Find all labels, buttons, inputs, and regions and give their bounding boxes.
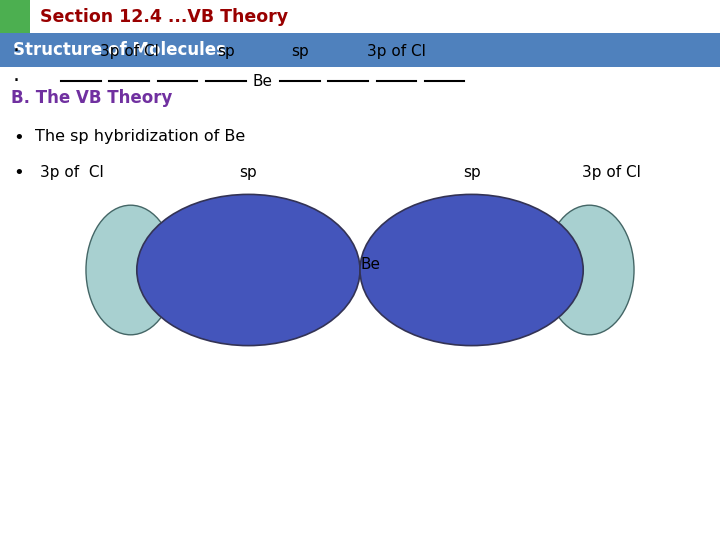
Ellipse shape xyxy=(166,205,256,335)
Ellipse shape xyxy=(464,205,554,335)
Text: sp: sp xyxy=(463,165,480,180)
FancyBboxPatch shape xyxy=(0,33,720,67)
Ellipse shape xyxy=(545,205,634,335)
Text: sp: sp xyxy=(291,44,309,59)
Text: ·: · xyxy=(13,41,20,62)
Text: Section 12.4 ...VB Theory: Section 12.4 ...VB Theory xyxy=(40,8,288,26)
FancyBboxPatch shape xyxy=(30,0,720,33)
Text: •: • xyxy=(13,164,24,182)
Text: B. The VB Theory: B. The VB Theory xyxy=(11,89,172,106)
Text: sp: sp xyxy=(217,44,235,59)
Text: •: • xyxy=(13,129,24,147)
FancyBboxPatch shape xyxy=(0,0,30,33)
Text: ·: · xyxy=(13,71,20,91)
Text: Be: Be xyxy=(360,257,380,272)
Text: 3p of Cl: 3p of Cl xyxy=(582,165,642,180)
Text: Be: Be xyxy=(253,73,273,89)
Text: The sp hybridization of Be: The sp hybridization of Be xyxy=(35,129,245,144)
Text: 3p of Cl: 3p of Cl xyxy=(100,44,158,59)
Ellipse shape xyxy=(86,205,175,335)
Ellipse shape xyxy=(360,194,583,346)
Text: sp: sp xyxy=(240,165,257,180)
Text: 3p of Cl: 3p of Cl xyxy=(367,44,426,59)
Text: 3p of  Cl: 3p of Cl xyxy=(40,165,104,180)
Ellipse shape xyxy=(137,194,360,346)
Text: Structure of Molecules: Structure of Molecules xyxy=(13,41,226,59)
